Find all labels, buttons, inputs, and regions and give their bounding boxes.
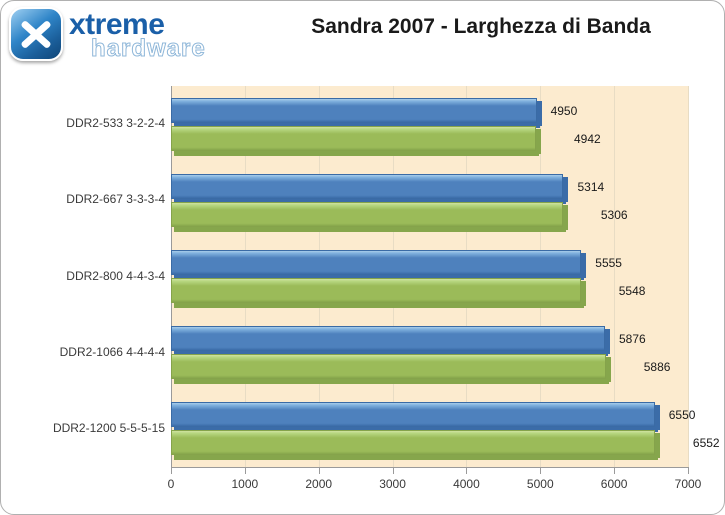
bar-series-green xyxy=(171,354,611,385)
bar-series-green xyxy=(171,201,568,232)
bar-value-label: 5555 xyxy=(595,256,622,270)
bar-series-green xyxy=(171,278,586,308)
x-axis-tick xyxy=(318,468,320,474)
page-title: Sandra 2007 - Larghezza di Banda xyxy=(311,15,651,38)
y-axis-category-label: DDR2-533 3-2-2-4 xyxy=(66,116,165,131)
y-axis-line xyxy=(171,86,172,468)
x-axis-tick xyxy=(171,468,172,474)
x-axis-tick-label: 0 xyxy=(167,477,175,491)
bar-shelf xyxy=(174,226,566,232)
bar-face xyxy=(171,326,605,352)
x-axis-tick-label: 4000 xyxy=(453,477,480,491)
brand-logotype: xtreme hardware xyxy=(69,8,289,63)
bar-shelf xyxy=(174,275,585,280)
bar-cap xyxy=(580,281,586,306)
y-axis-category-label: DDR2-667 3-3-3-4 xyxy=(66,192,165,207)
bar-face xyxy=(171,402,655,428)
bar-shelf xyxy=(174,303,584,308)
bar-series-blue xyxy=(171,326,610,357)
x-axis-tick xyxy=(688,468,689,474)
x-axis-line xyxy=(171,467,689,468)
bar-series-blue xyxy=(171,402,660,433)
x-axis-tick-label: 3000 xyxy=(379,477,406,491)
bar-cap xyxy=(654,405,660,431)
brand-word-xtreme: xtreme xyxy=(69,8,165,41)
bar-cap xyxy=(536,128,541,154)
bar-face xyxy=(171,430,655,456)
y-axis-category-labels: DDR2-533 3-2-2-4 DDR2-667 3-3-3-4 DDR2-800… xyxy=(1,67,165,487)
bar-cap xyxy=(654,433,660,459)
bar-series-blue xyxy=(171,97,542,128)
bar-series-blue xyxy=(171,173,569,204)
bar-value-label: 5886 xyxy=(643,360,671,375)
bar-cap xyxy=(562,204,568,230)
bar-value-label: 5306 xyxy=(600,207,628,222)
bar-chart: 0 1000 2000 3000 4000 5000 6000 7000 DDR2-533 3… xyxy=(1,67,724,514)
x-axis-tick-label: 6000 xyxy=(600,477,628,491)
bar-shelf xyxy=(174,427,658,433)
y-axis-category-label: DDR2-800 4-4-3-4 xyxy=(66,268,165,283)
gridline xyxy=(614,86,616,467)
bar-series-green xyxy=(171,430,660,461)
bar-face xyxy=(171,173,564,199)
bar-value-label: 5548 xyxy=(618,284,646,298)
bar-shelf xyxy=(174,379,609,385)
bar-value-label: 5876 xyxy=(618,332,646,347)
bar-value-label: 4942 xyxy=(574,131,601,146)
x-axis-tick xyxy=(392,468,394,474)
x-axis-tick xyxy=(540,468,542,474)
bar-shelf xyxy=(174,198,567,204)
bar-cap xyxy=(536,100,542,126)
x-axis-tick xyxy=(466,468,468,474)
gridline xyxy=(688,86,689,467)
x-axis-tick-label: 2000 xyxy=(305,477,333,491)
bar-shelf xyxy=(174,122,540,128)
x-axis-tick xyxy=(244,468,246,474)
bar-cap xyxy=(604,329,610,355)
bar-cap xyxy=(605,357,611,383)
bar-value-label: 6550 xyxy=(668,408,696,423)
brand-word-hardware: hardware xyxy=(91,35,206,62)
bar-face xyxy=(171,201,563,227)
bar-cap xyxy=(581,253,587,278)
xtreme-x-logo-icon xyxy=(9,7,63,61)
bar-value-label: 4950 xyxy=(550,103,578,118)
page-header: xtreme hardware Sandra 2007 - Larghezza … xyxy=(1,1,724,67)
y-axis-category-label: DDR2-1200 5-5-5-15 xyxy=(52,420,165,435)
bar-series-blue xyxy=(171,250,587,280)
bar-face xyxy=(171,354,606,380)
bar-shelf xyxy=(174,351,608,357)
bar-face xyxy=(171,97,537,123)
bar-cap xyxy=(563,176,569,202)
bar-series-green xyxy=(171,125,541,156)
bar-face xyxy=(171,250,582,275)
x-axis-tick-label: 7000 xyxy=(674,477,702,491)
x-axis-tick-label: 5000 xyxy=(526,477,554,491)
bar-value-label: 5314 xyxy=(577,179,605,194)
bar-shelf xyxy=(174,455,658,461)
x-axis-tick-label: 1000 xyxy=(231,477,259,491)
bar-face xyxy=(171,278,581,303)
x-axis-tick xyxy=(614,468,616,474)
bar-shelf xyxy=(174,150,539,156)
bar-face xyxy=(171,125,536,151)
y-axis-category-label: DDR2-1066 4-4-4-4 xyxy=(59,344,165,359)
bar-value-label: 6552 xyxy=(692,436,720,451)
